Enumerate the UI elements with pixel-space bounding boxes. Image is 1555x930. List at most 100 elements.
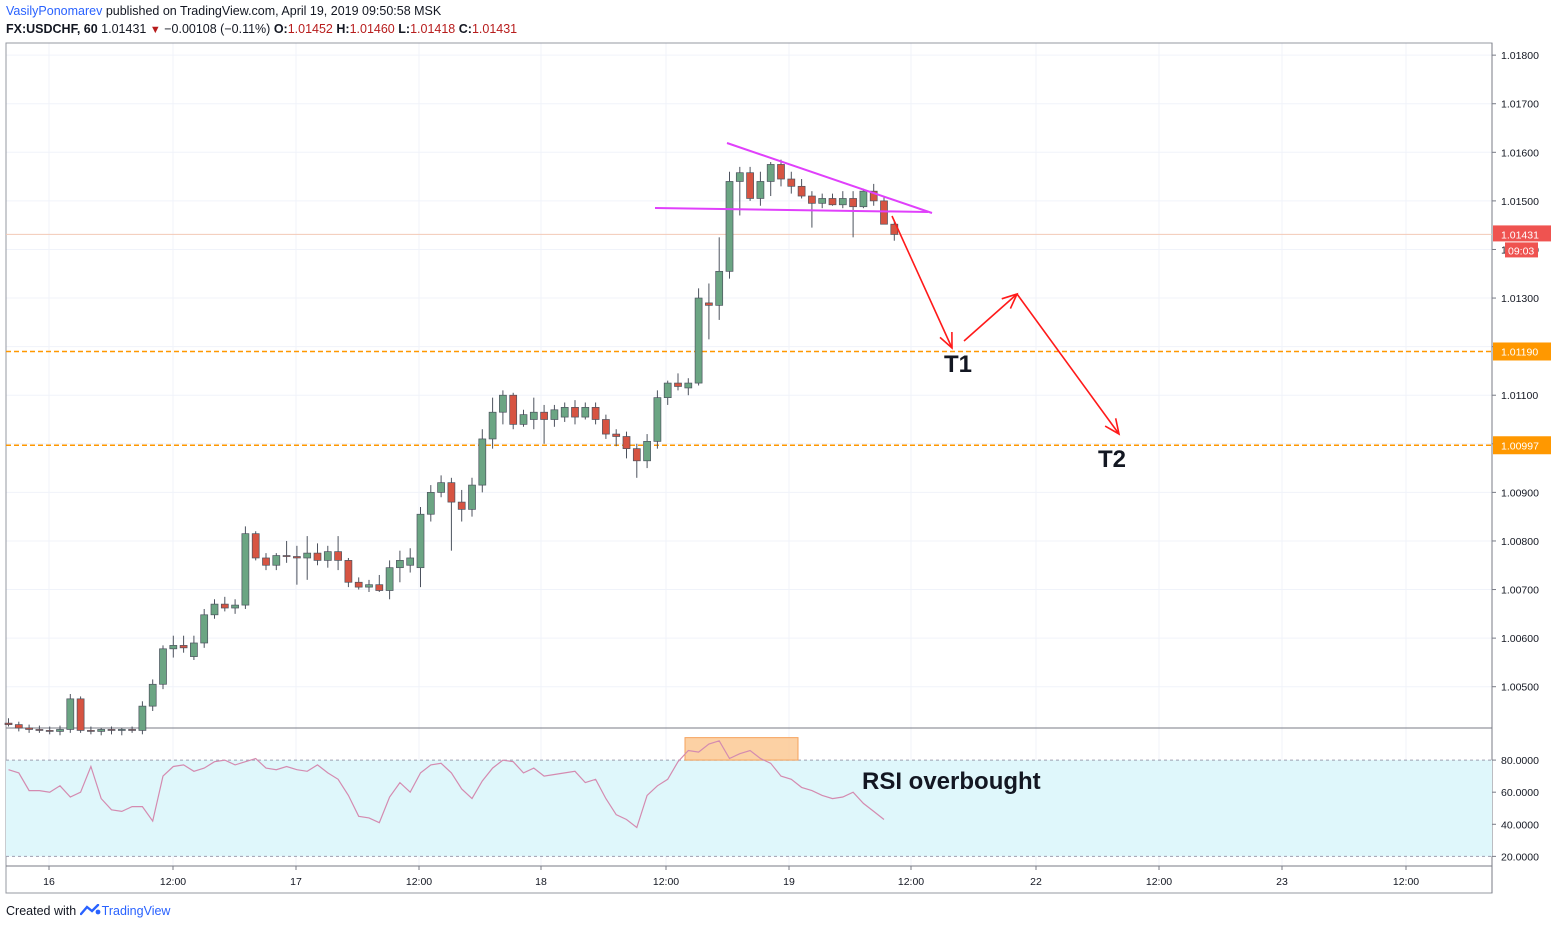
author-link[interactable]: VasilyPonomarev (6, 4, 103, 18)
price-tick-label: 1.01300 (1501, 293, 1539, 305)
candle-down (849, 198, 857, 208)
last-price-tag-label: 1.01431 (1501, 229, 1539, 241)
candle-up (499, 394, 507, 413)
candle-down (354, 581, 363, 588)
drawings (654, 142, 1121, 436)
candle-down (808, 195, 816, 204)
candle-up (385, 567, 394, 591)
candle-up (396, 560, 404, 569)
candle-up (488, 411, 497, 440)
candle-down (4, 722, 13, 725)
candle-up (468, 484, 476, 510)
candle-up (550, 409, 559, 420)
candles (4, 159, 899, 736)
price-change: −0.00108 (−0.11%) (164, 22, 271, 36)
candle-up (231, 604, 239, 609)
close-value: 1.01431 (471, 22, 518, 36)
price-tick-label: 1.01100 (1501, 390, 1538, 402)
candle-up (859, 190, 868, 208)
candle-down (509, 394, 518, 425)
tradingview-brand[interactable]: TradingView (101, 904, 171, 918)
candle-up (519, 414, 528, 425)
candle-down (632, 448, 641, 462)
price-tick-label: 1.01500 (1501, 196, 1539, 208)
candle-down (128, 729, 136, 731)
open-label: O: (273, 22, 288, 36)
created-with-text: Created with (6, 904, 77, 918)
time-tick-label: 12:00 (1146, 876, 1172, 888)
low-label: L: (398, 22, 411, 36)
time-tick-label: 19 (783, 876, 795, 888)
level-price-tag (1493, 436, 1551, 455)
candle-down (591, 407, 600, 420)
candle-up (478, 438, 487, 486)
pattern-upper-line (726, 142, 933, 214)
price-tick-label: 1.00600 (1501, 633, 1539, 645)
rsi-tick-label: 80.0000 (1501, 755, 1539, 767)
rsi-tick-label: 40.0000 (1501, 819, 1539, 831)
candle-up (416, 513, 425, 569)
candle-up (159, 648, 167, 685)
countdown-tag (1505, 242, 1538, 258)
time-tick-label: 12:00 (1393, 876, 1419, 888)
candle-down (107, 729, 116, 731)
candle-up (715, 270, 724, 306)
candle-down (828, 198, 837, 206)
high-value: 1.01460 (349, 22, 395, 36)
level-price-tag-label: 1.01190 (1501, 346, 1538, 358)
arrow-up (963, 293, 1018, 342)
time-tick-label: 18 (535, 876, 547, 888)
candle-down (705, 302, 713, 306)
candle-up (303, 552, 312, 559)
last-price: 1.01431 (101, 22, 147, 36)
candle-up (560, 407, 569, 418)
open-value: 1.01452 (287, 22, 333, 36)
support-levels (6, 233, 1492, 447)
candle-down (674, 382, 682, 387)
rsi-tick-label: 60.0000 (1501, 787, 1539, 799)
candle-up (200, 614, 209, 644)
candle-up (653, 397, 662, 442)
price-axis[interactable]: 1.018001.017001.016001.015001.014001.013… (1492, 50, 1551, 863)
time-axis[interactable]: 16 12:00 17 12:00 18 12:00 19 12:00 22 12:00 23 12:… (43, 866, 1419, 888)
candle-up (437, 482, 445, 493)
candle-up (66, 698, 75, 730)
candle-up (725, 181, 734, 272)
candle-up (406, 557, 415, 566)
target-1-label: T1 (944, 351, 972, 378)
candle-up (581, 407, 590, 418)
candle-up (694, 297, 703, 384)
price-tick-label: 1.01700 (1501, 99, 1539, 111)
price-tick-label: 1.01800 (1501, 50, 1539, 62)
candle-up (323, 551, 332, 561)
candle-down (746, 172, 754, 199)
candle-down (45, 730, 54, 732)
candle-down (777, 164, 785, 180)
candle-down (35, 729, 44, 731)
candle-down (571, 407, 579, 418)
candle-down (76, 698, 85, 731)
candle-down (787, 178, 796, 187)
candle-up (766, 164, 775, 182)
candle-up (643, 441, 651, 462)
arrow-down-1 (891, 215, 953, 349)
candle-down (540, 411, 548, 420)
arrow-down-2-head (1104, 418, 1121, 436)
price-tick-label: 1.00900 (1501, 487, 1539, 499)
time-tick-label: 12:00 (898, 876, 924, 888)
price-tick-label: 1.00500 (1501, 682, 1539, 694)
candle-up (148, 683, 157, 707)
candle-down (344, 560, 353, 583)
symbol-name: FX:USDCHF, 60 (6, 22, 98, 36)
arrow-down-1-head (939, 331, 953, 350)
candle-down (14, 724, 23, 729)
time-tick-label: 17 (290, 876, 302, 888)
candle-down (262, 557, 270, 566)
time-tick-label: 12:00 (160, 876, 186, 888)
countdown-tag-label: 09:03 (1508, 245, 1534, 257)
candle-up (529, 411, 538, 420)
publish-text: published on TradingView.com, April 19, … (105, 4, 442, 18)
candle-up (169, 645, 178, 650)
candle-down (313, 552, 322, 561)
